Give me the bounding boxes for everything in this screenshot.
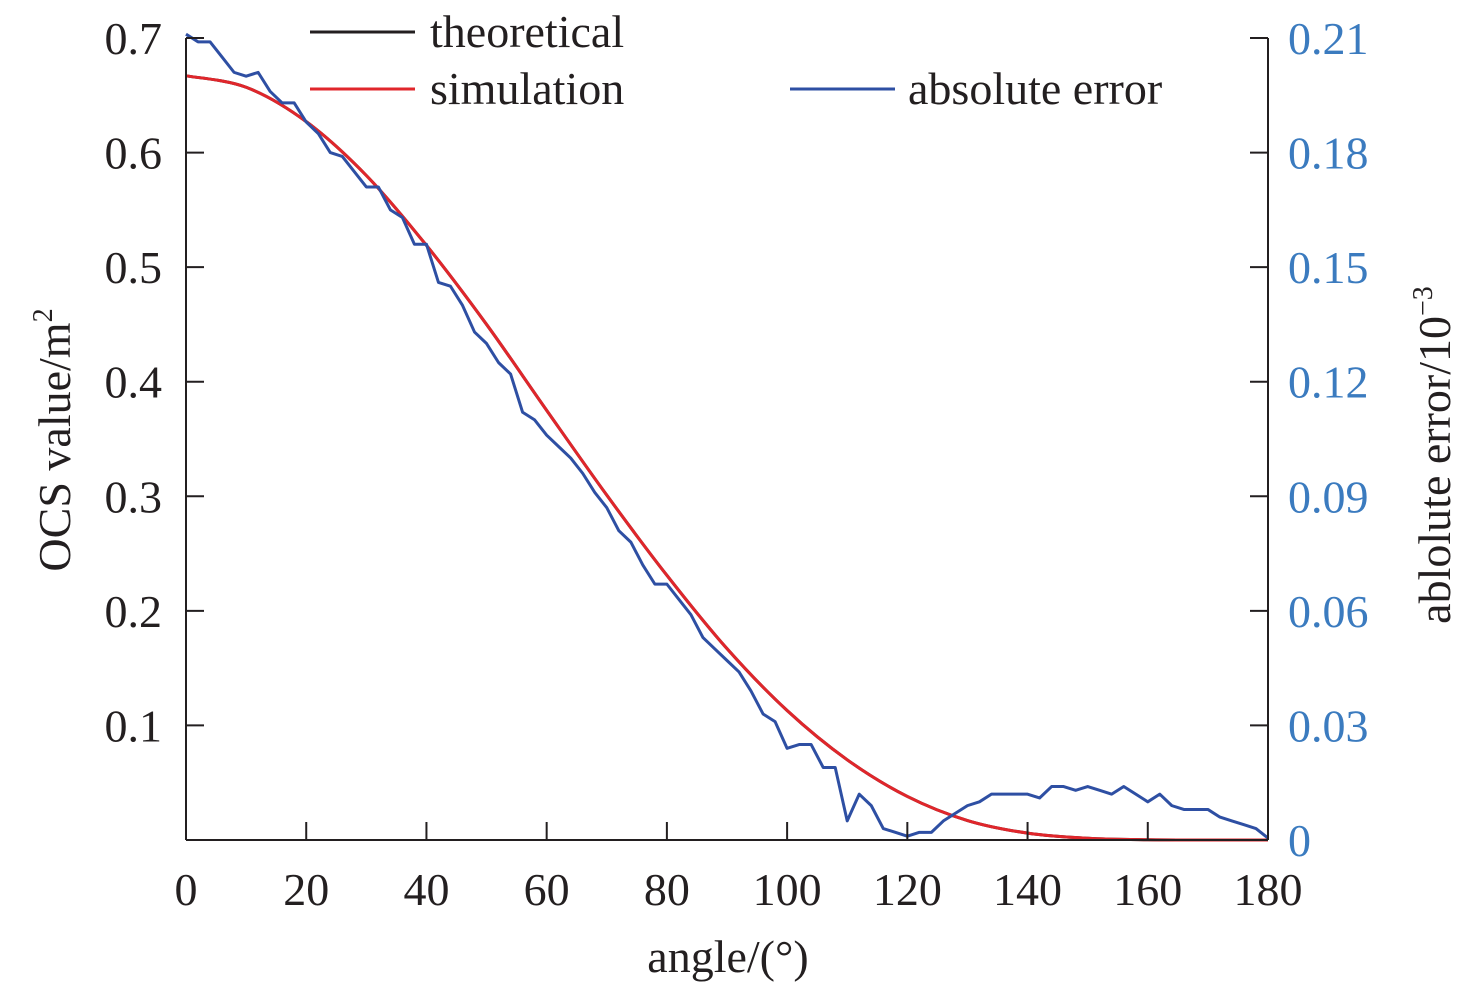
y-tick-label: 0.7: [105, 13, 163, 64]
legend-label-theoretical: theoretical: [430, 6, 624, 57]
y-axis-label-superscript: 2: [28, 308, 59, 322]
legend-label-absolute-error: absolute error: [908, 63, 1162, 114]
y-tick-label: 0.3: [105, 471, 163, 522]
y2-tick-label: 0: [1288, 815, 1311, 866]
x-tick-label: 0: [175, 864, 198, 915]
legend-label-simulation: simulation: [430, 63, 624, 114]
x-tick-label: 20: [283, 864, 329, 915]
x-tick-label: 140: [993, 864, 1062, 915]
y2-tick-label: 0.15: [1288, 242, 1369, 293]
y-tick-label: 0.1: [105, 700, 163, 751]
y2-axis-label-group: ablolute error/10−3: [1408, 286, 1460, 624]
y-tick-label: 0.5: [105, 242, 163, 293]
y-axis-label-group: OCS value/m2: [28, 308, 80, 571]
x-tick-label: 60: [524, 864, 570, 915]
x-tick-label: 180: [1234, 864, 1303, 915]
y2-axis-label-superscript: −3: [1408, 286, 1439, 316]
x-tick-label: 160: [1113, 864, 1182, 915]
y2-tick-label: 0.18: [1288, 128, 1369, 179]
y-tick-label: 0.4: [105, 357, 163, 408]
y-axis-label-text: OCS value/m: [29, 322, 80, 571]
x-tick-label: 80: [644, 864, 690, 915]
y-tick-label: 0.2: [105, 586, 163, 637]
x-tick-label: 40: [403, 864, 449, 915]
series-theoretical-line: [185, 74, 1269, 842]
y2-tick-label: 0.03: [1288, 700, 1369, 751]
y-axis-label: OCS value/m2: [28, 308, 80, 571]
y2-tick-label: 0.06: [1288, 586, 1369, 637]
series-simulation-line: [185, 74, 1269, 842]
y2-tick-label: 0.09: [1288, 471, 1369, 522]
axes: [185, 37, 1269, 841]
y2-axis-label-text: ablolute error/10: [1409, 316, 1460, 624]
tick-labels: 0 20 40 60 80 100 120 140 160 180 0.1 0.2 0.3 0.4 0.5 0…: [105, 13, 1369, 915]
y2-tick-label: 0.12: [1288, 357, 1369, 408]
y2-tick-label: 0.21: [1288, 13, 1369, 64]
y2-axis-label: ablolute error/10−3: [1408, 286, 1460, 624]
x-tick-label: 120: [873, 864, 942, 915]
y-tick-label: 0.6: [105, 128, 163, 179]
x-axis-label: angle/(°): [647, 931, 808, 982]
series-absolute-error-line: [185, 32, 1269, 840]
x-tick-label: 100: [753, 864, 822, 915]
legend: theoretical simulation absolute error: [310, 6, 1162, 114]
series-group: [185, 32, 1269, 842]
